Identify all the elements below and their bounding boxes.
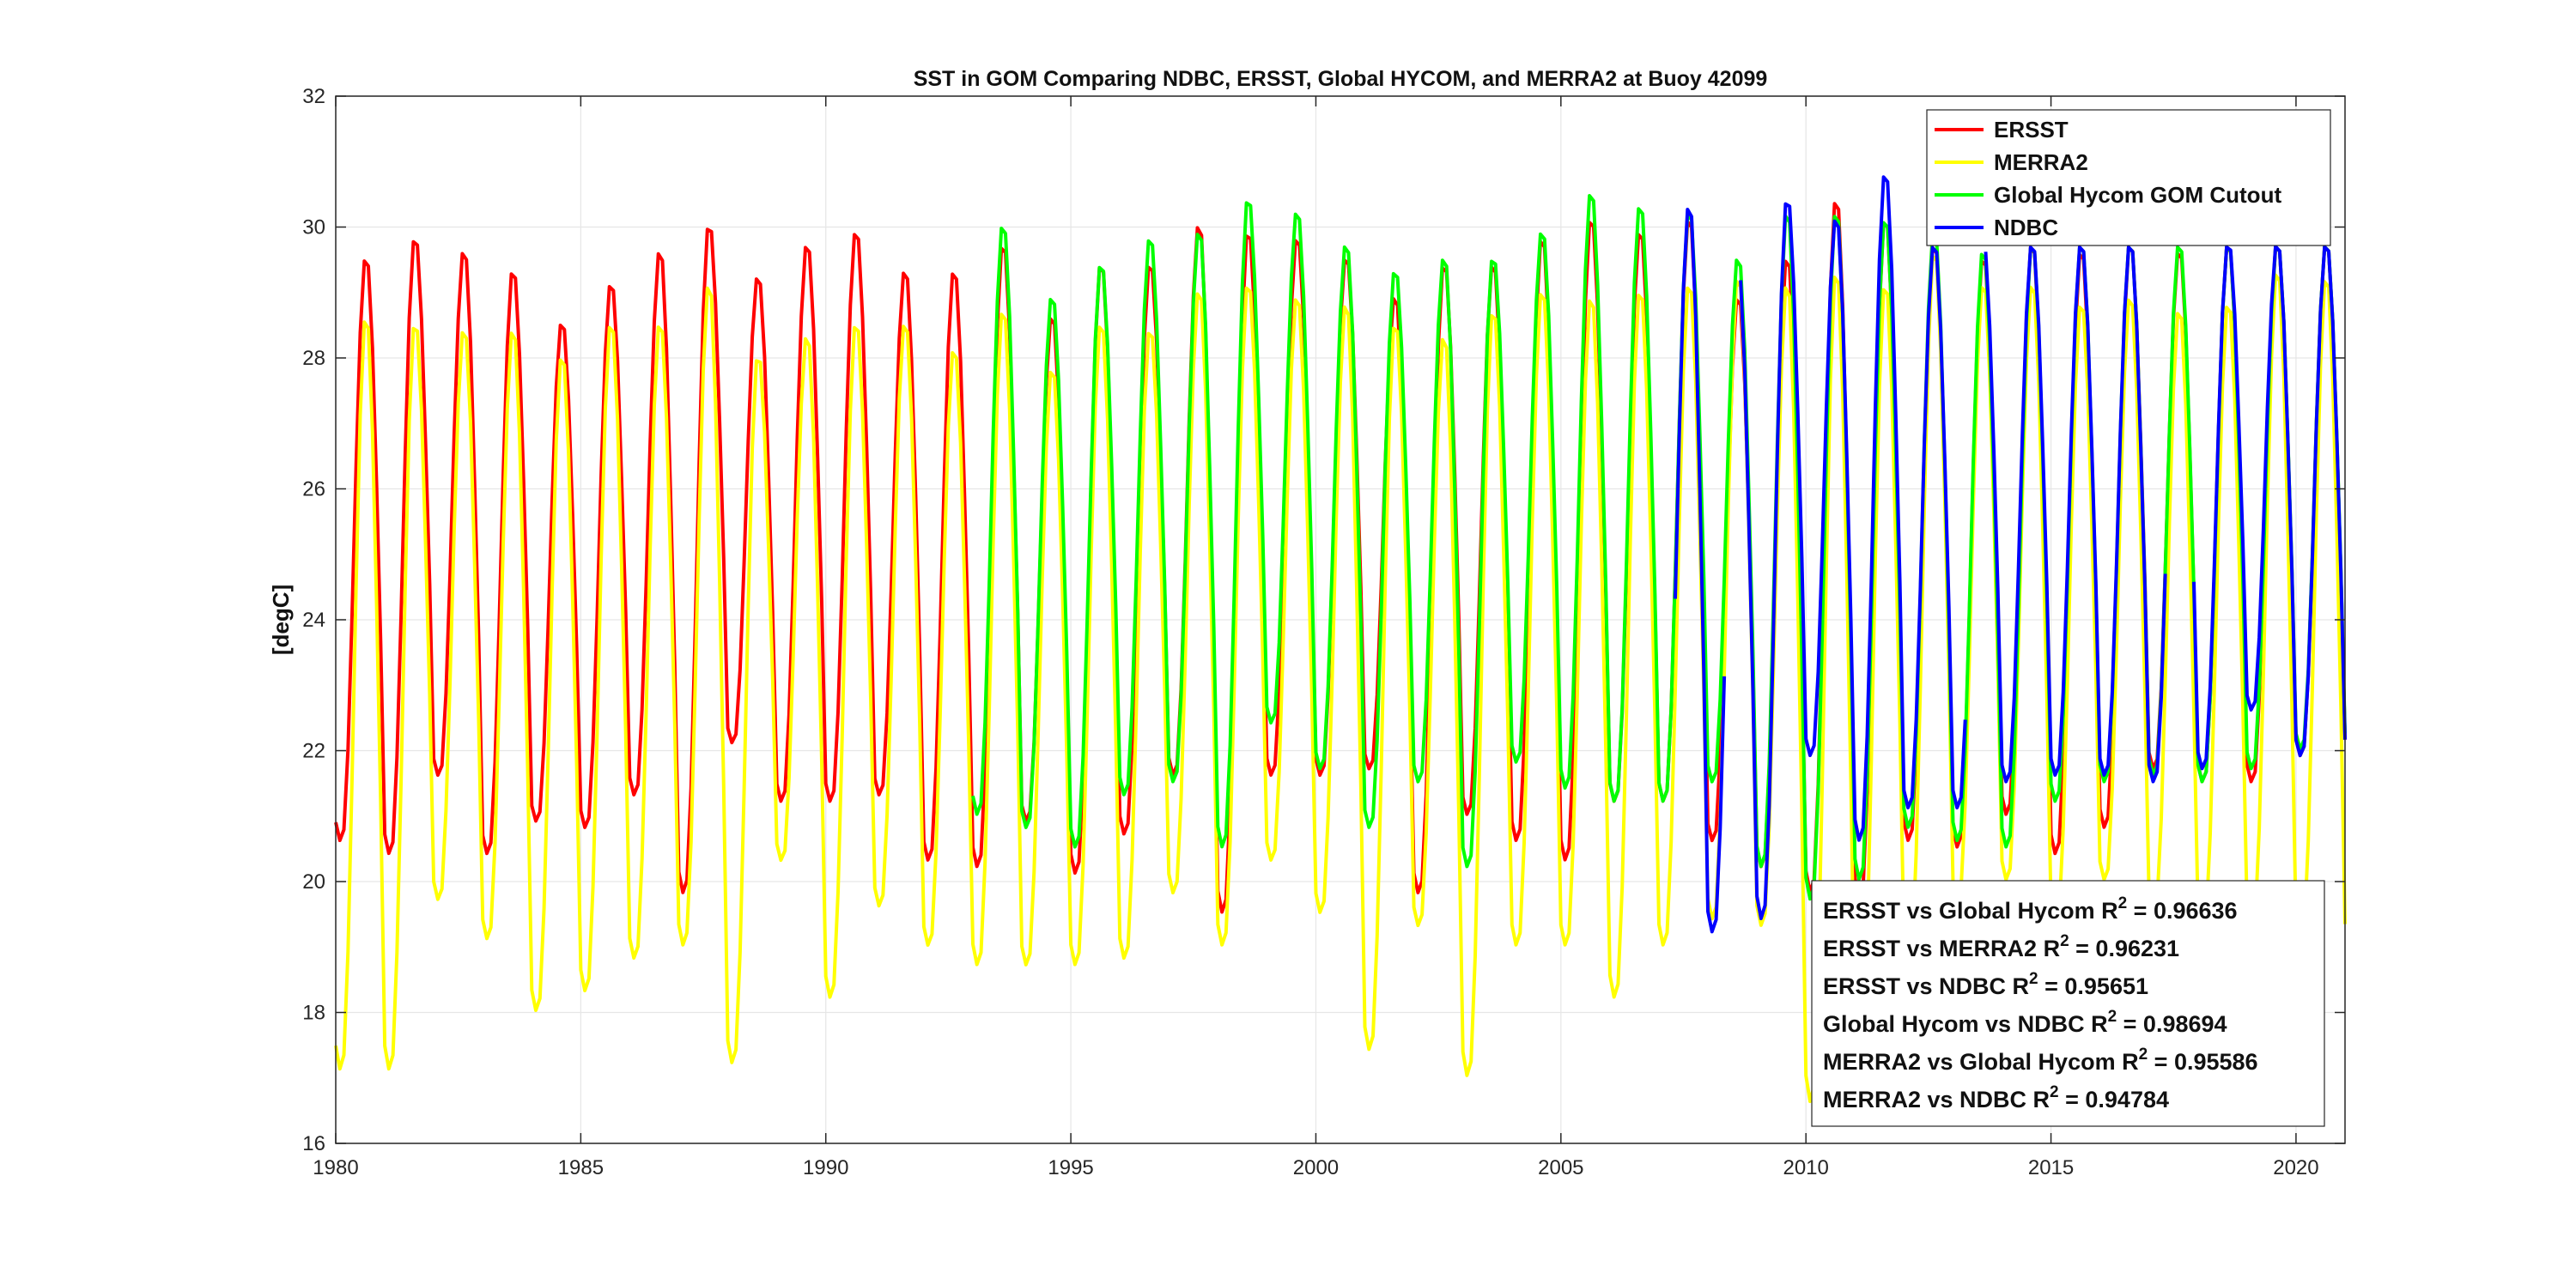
r-squared-value: = 0.94784 <box>2059 1087 2169 1112</box>
r-squared-value: = 0.95651 <box>2038 973 2148 999</box>
r-squared-label: ERSST vs Global Hycom R <box>1823 898 2118 924</box>
r-squared-line: Global Hycom vs NDBC R2 = 0.98694 <box>1823 1008 2227 1037</box>
chart-title: SST in GOM Comparing NDBC, ERSST, Global… <box>914 67 1768 91</box>
y-tick-label: 30 <box>302 216 325 239</box>
y-tick-label: 22 <box>302 740 325 763</box>
legend: ERSST MERRA2 Global Hycom GOM Cutout NDBC <box>1926 109 2331 246</box>
r-squared-superscript: 2 <box>2050 1083 2059 1101</box>
r-squared-annotation-box: ERSST vs Global Hycom R2 = 0.96636ERSST … <box>1811 880 2325 1127</box>
r-squared-value: = 0.98694 <box>2117 1011 2227 1037</box>
x-tick-label: 2005 <box>1538 1156 1583 1179</box>
r-squared-label: MERRA2 vs Global Hycom R <box>1823 1049 2139 1075</box>
r-squared-value: = 0.95586 <box>2148 1049 2257 1075</box>
r-squared-line: ERSST vs Global Hycom R2 = 0.96636 <box>1823 894 2238 924</box>
series-line-ndbc <box>1674 175 2347 934</box>
y-tick-label: 24 <box>302 609 325 632</box>
r-squared-value: = 0.96231 <box>2069 936 2179 961</box>
r-squared-superscript: 2 <box>2139 1046 2148 1064</box>
x-tick-label: 2015 <box>2028 1156 2074 1179</box>
series-line-merra2 <box>334 254 2347 1103</box>
r-squared-line: ERSST vs NDBC R2 = 0.95651 <box>1823 970 2148 999</box>
y-tick-label: 18 <box>302 1002 325 1025</box>
r-squared-line: MERRA2 vs Global Hycom R2 = 0.95586 <box>1823 1046 2258 1075</box>
x-tick-label: 1985 <box>558 1156 604 1179</box>
r-squared-superscript: 2 <box>2060 932 2069 950</box>
r-squared-superscript: 2 <box>2029 970 2038 988</box>
r-squared-label: ERSST vs MERRA2 R <box>1823 936 2060 961</box>
x-tick-label: 2020 <box>2273 1156 2318 1179</box>
x-tick-label: 1980 <box>313 1156 358 1179</box>
y-axis-label: [degC] <box>268 585 294 655</box>
r-squared-value: = 0.96636 <box>2127 898 2237 924</box>
legend-box <box>1926 109 2331 246</box>
x-tick-label: 2010 <box>1783 1156 1828 1179</box>
x-tick-label: 1995 <box>1048 1156 1093 1179</box>
y-tick-label: 16 <box>302 1132 325 1155</box>
y-tick-label: 26 <box>302 478 325 501</box>
r-squared-superscript: 2 <box>2118 894 2128 912</box>
r-squared-line: MERRA2 vs NDBC R2 = 0.94784 <box>1823 1083 2169 1112</box>
y-tick-label: 28 <box>302 347 325 370</box>
legend-label: NDBC <box>1994 215 2058 240</box>
r-squared-label: Global Hycom vs NDBC R <box>1823 1011 2108 1037</box>
legend-label: MERRA2 <box>1994 149 2088 175</box>
r-squared-line: ERSST vs MERRA2 R2 = 0.96231 <box>1823 932 2179 961</box>
r-squared-label: MERRA2 vs NDBC R <box>1823 1087 2050 1112</box>
y-tick-label: 32 <box>302 85 325 108</box>
stats-box-frame <box>1811 880 2325 1127</box>
r-squared-label: ERSST vs NDBC R <box>1823 973 2029 999</box>
x-tick-label: 1990 <box>803 1156 848 1179</box>
legend-label: Global Hycom GOM Cutout <box>1994 182 2281 208</box>
axis-ticks: 1980 1985 1990 1995 2000 2005 2010 2015 2020 16 18… <box>302 85 2345 1179</box>
r-squared-superscript: 2 <box>2108 1008 2117 1026</box>
series-lines <box>334 175 2347 1103</box>
y-tick-label: 20 <box>302 870 325 894</box>
x-tick-label: 2000 <box>1293 1156 1339 1179</box>
legend-label: ERSST <box>1994 117 2069 142</box>
